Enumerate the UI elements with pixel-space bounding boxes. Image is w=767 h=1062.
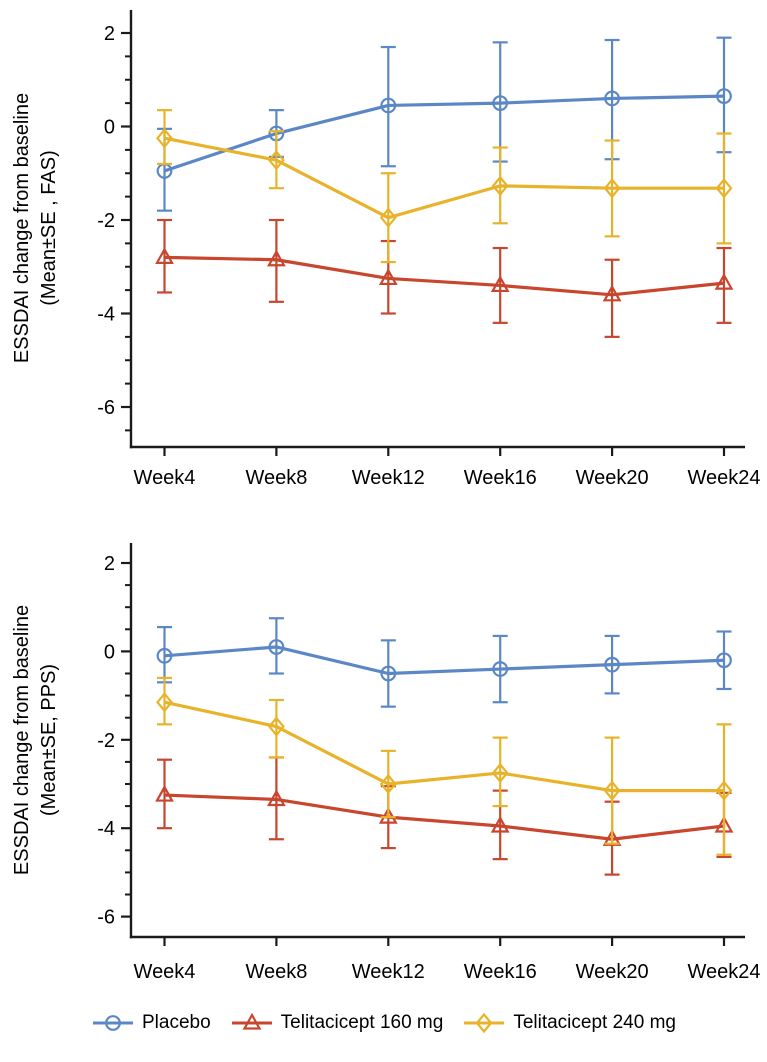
series-line — [164, 793, 725, 841]
series-triangle — [155, 218, 734, 338]
series-circle — [156, 36, 732, 212]
triangle-marker — [490, 815, 510, 833]
y-tick-label: 2 — [104, 553, 115, 575]
circle-marker — [380, 665, 397, 682]
circle-marker — [492, 95, 509, 112]
series-line — [164, 255, 725, 297]
y-tick-label: -2 — [97, 730, 115, 752]
y-axis-title-line2: (Mean±SE, PPS) — [38, 664, 60, 816]
diamond-marker-icon — [464, 1012, 505, 1034]
triangle-marker — [155, 784, 174, 802]
triangle-marker — [267, 789, 286, 807]
y-tick-label: 2 — [104, 23, 115, 45]
axes-fas: 2 0 -2 -4 -6 Week4 Week8 Week12 Week16 Week20 Week… — [97, 10, 761, 489]
x-tick-label: Week12 — [352, 467, 425, 489]
triangle-marker-icon — [231, 1012, 272, 1030]
x-tick-label: Week4 — [134, 961, 196, 983]
panel-fas: 2 0 -2 -4 -6 Week4 Week8 Week12 Week16 Week20 Week… — [0, 0, 767, 500]
series-line — [164, 645, 725, 676]
triangle-marker — [378, 806, 398, 824]
circle-marker — [716, 652, 732, 669]
triangle-marker — [155, 247, 174, 264]
series-triangle — [155, 756, 734, 876]
circle-marker — [268, 639, 285, 655]
triangle-marker — [714, 272, 734, 290]
diamond-marker — [156, 691, 173, 713]
x-tick-label: Week20 — [576, 961, 649, 983]
y-tick-label: -4 — [97, 818, 115, 840]
circle-marker — [716, 88, 732, 105]
legend-label: Telitacicept 160 mg — [280, 1012, 444, 1033]
diamond-marker — [603, 177, 621, 199]
diamond-marker — [491, 762, 509, 784]
x-tick-label: Week16 — [464, 961, 537, 983]
diamond-marker — [715, 177, 733, 199]
chart-legend: Placebo Telitacicept 160 mg Telitacicept 2… — [0, 1000, 767, 1034]
triangle-marker — [490, 275, 510, 293]
legend-label: Telitacicept 240 mg — [513, 1012, 676, 1033]
diamond-marker — [715, 780, 733, 801]
y-tick-label: 0 — [104, 117, 115, 139]
y-tick-label: -2 — [97, 210, 115, 232]
y-tick-label: -6 — [97, 397, 115, 419]
legend-label: Placebo — [142, 1012, 211, 1033]
series-line — [163, 94, 725, 173]
circle-marker — [604, 90, 620, 107]
x-tick-label: Week16 — [464, 467, 537, 489]
legend-item-circle: Placebo — [91, 1012, 211, 1034]
circle-marker-icon — [93, 1015, 133, 1031]
series-line — [164, 136, 724, 220]
axes-pps: 2 0 -2 -4 -6 Week4 Week8 Week12 Week16 Week20 Week… — [97, 543, 761, 983]
y-tick-label: -4 — [97, 304, 115, 326]
diamond-marker — [603, 780, 621, 801]
circle-marker — [156, 647, 173, 664]
legend-item-triangle: Telitacicept 160 mg — [230, 1012, 444, 1034]
y-axis-title-line1: ESSDAI change from baseline — [11, 605, 33, 875]
triangle-marker — [242, 1012, 262, 1030]
x-tick-label: Week8 — [245, 467, 307, 489]
circle-marker — [604, 656, 620, 673]
diamond-marker — [156, 127, 173, 149]
panel-pps-chart: 2 0 -2 -4 -6 Week4 Week8 Week12 Week16 Week20 Week… — [11, 543, 761, 983]
x-tick-label: Week12 — [352, 961, 425, 983]
series-circle — [156, 617, 732, 708]
x-tick-label: Week20 — [576, 467, 649, 489]
x-tick-label: Week8 — [245, 961, 307, 983]
series-diamond — [156, 109, 733, 264]
circle-marker — [492, 661, 509, 677]
diamond-marker — [267, 149, 285, 171]
y-tick-label: 0 — [104, 641, 115, 663]
x-tick-label: Week4 — [134, 467, 196, 489]
series-diamond — [156, 676, 733, 856]
diamond-marker — [475, 1012, 493, 1034]
x-tick-label: Week24 — [687, 467, 760, 489]
circle-marker — [105, 1015, 121, 1031]
panel-pps: 2 0 -2 -4 -6 Week4 Week8 Week12 Week16 Week20 Week… — [0, 500, 767, 1000]
x-tick-label: Week24 — [687, 961, 760, 983]
panel-fas-chart: 2 0 -2 -4 -6 Week4 Week8 Week12 Week16 Week20 Week… — [11, 10, 761, 489]
diamond-marker — [379, 773, 397, 795]
diamond-marker — [379, 207, 397, 228]
y-axis-title-line2: (Mean±SE , FAS) — [38, 150, 60, 305]
triangle-marker — [267, 249, 286, 267]
triangle-marker — [378, 268, 398, 286]
diamond-marker — [491, 175, 509, 197]
y-tick-label: -6 — [97, 907, 115, 929]
diamond-marker — [267, 716, 285, 737]
circle-marker — [380, 97, 397, 114]
y-axis-title-line1: ESSDAI change from baseline — [11, 93, 33, 363]
legend-item-diamond: Telitacicept 240 mg — [462, 1012, 676, 1034]
series-line — [164, 700, 724, 793]
triangle-marker — [602, 284, 622, 302]
